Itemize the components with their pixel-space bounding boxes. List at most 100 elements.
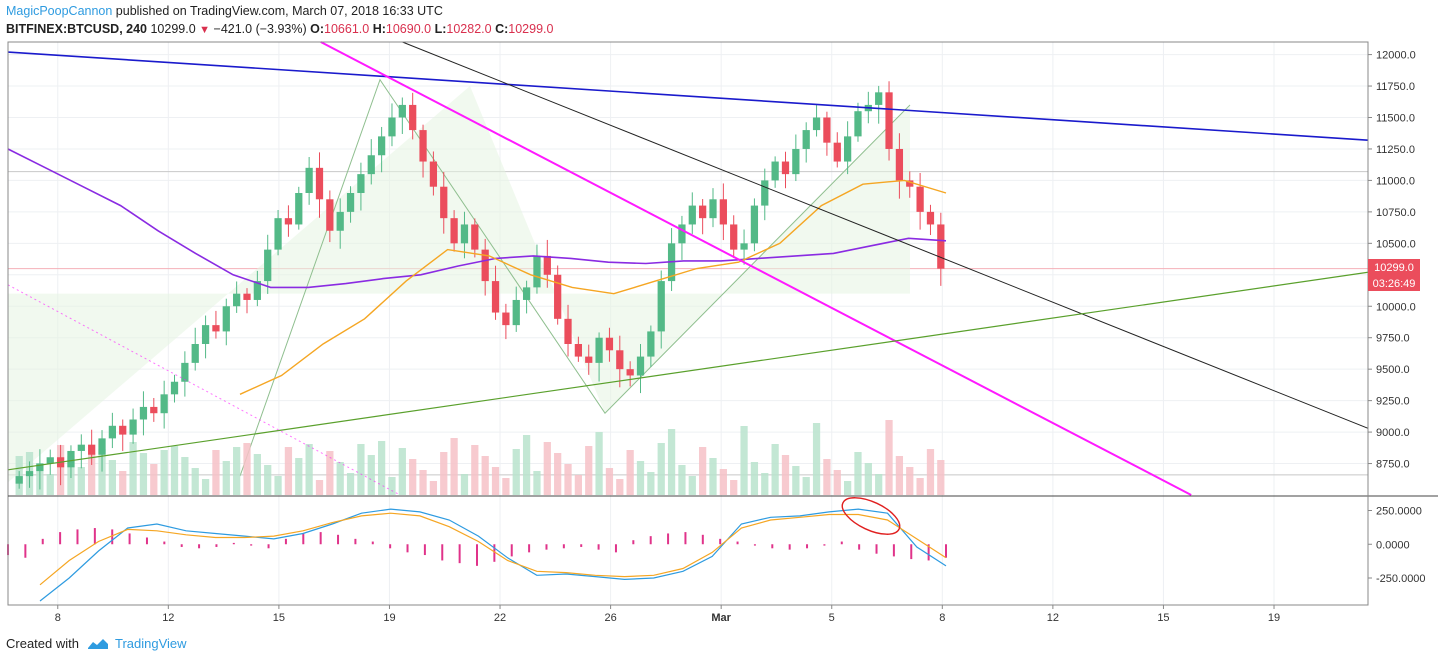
candle-body <box>833 142 841 162</box>
volume-bar <box>88 453 96 495</box>
candle-body <box>533 255 541 288</box>
ma-purple-line <box>7 148 947 289</box>
candle-body <box>574 344 583 357</box>
volume-bar <box>605 468 614 495</box>
volume-bar <box>160 450 168 495</box>
last-price-tag: 10299.0 03:26:49 <box>1368 259 1420 291</box>
author-link[interactable]: MagicPoopCannon <box>6 4 113 18</box>
price-tick-label: 11000.0 <box>1376 175 1415 187</box>
candle-body <box>15 476 23 484</box>
candle-body <box>719 199 727 225</box>
candle-body <box>522 287 531 300</box>
volume-bar <box>284 447 293 495</box>
volume-bar <box>761 473 769 495</box>
candle-body <box>916 186 924 212</box>
volume-bar <box>388 477 396 495</box>
price-tick-label: 10500.0 <box>1376 238 1416 250</box>
time-tick-label: 19 <box>383 612 395 624</box>
down-triangle-icon: ▼ <box>199 24 211 36</box>
volume-bar <box>564 464 572 495</box>
volume-bar <box>46 474 54 495</box>
volume-bar <box>429 481 438 495</box>
tradingview-logo-icon <box>87 638 108 649</box>
candle-body <box>129 419 137 435</box>
volume-bar <box>709 458 717 495</box>
candle-body <box>181 362 189 382</box>
candle-body <box>616 350 624 370</box>
volume-bar <box>833 470 841 495</box>
volume-bar <box>885 420 893 495</box>
candle-body <box>409 104 417 131</box>
pattern-fill <box>8 86 910 483</box>
open-label: O: <box>310 22 325 36</box>
ma-orange-line <box>239 179 947 395</box>
candle-body <box>357 174 365 193</box>
high-label: H: <box>372 22 386 36</box>
published-text: published on TradingView.com, March 07, … <box>112 4 443 18</box>
candle-body <box>481 249 489 282</box>
candle-body <box>377 136 386 156</box>
volume-bar <box>771 444 779 495</box>
volume-bar <box>295 458 303 495</box>
candle-body <box>554 274 562 319</box>
volume-bar <box>253 454 261 495</box>
highlight-ellipse <box>841 497 901 535</box>
signal-line <box>39 512 947 586</box>
symbol-label[interactable]: BITFINEX:BTCUSD, 240 <box>6 22 147 36</box>
volume-bar <box>740 426 748 495</box>
candle-body <box>274 218 282 250</box>
volume-bar <box>471 445 479 495</box>
volume-bar <box>595 432 603 495</box>
volume-bar <box>450 438 458 495</box>
price-tick-label: 10000.0 <box>1376 301 1416 313</box>
trendlines[interactable] <box>7 41 1369 496</box>
footer: Created with TradingView <box>6 636 187 651</box>
volume-bar <box>264 465 272 495</box>
candle-body <box>253 281 261 300</box>
macd-pane <box>7 497 947 602</box>
candle-body <box>98 438 106 455</box>
candle-body <box>388 117 396 137</box>
candle-body <box>823 117 831 143</box>
volume-bar <box>274 476 282 495</box>
volume-bar <box>699 447 707 495</box>
candle-body <box>512 299 520 326</box>
volume-bar <box>170 446 179 495</box>
candle-body <box>440 186 448 219</box>
price-tick-label: 9750.0 <box>1376 333 1410 345</box>
last-price: 10299.0 <box>150 22 196 36</box>
candle-body <box>875 92 883 105</box>
macd-tick-label: 0.0000 <box>1376 539 1410 551</box>
tradingview-link[interactable]: TradingView <box>114 636 187 651</box>
candle-body <box>77 444 85 451</box>
time-tick-label: 8 <box>939 612 945 624</box>
volume-bar <box>181 457 189 495</box>
time-tick-label: 15 <box>1157 612 1169 624</box>
volume-bar <box>491 467 500 495</box>
time-tick-label: 22 <box>494 612 506 624</box>
volume-bars <box>15 420 945 495</box>
volume-bar <box>119 471 127 495</box>
price-tick-label: 9500.0 <box>1376 364 1410 376</box>
volume-bar <box>377 441 386 495</box>
moving-averages <box>7 148 947 395</box>
candle-body <box>119 425 127 435</box>
volume-bar <box>906 467 914 495</box>
price-tick-label: 12000.0 <box>1376 50 1416 62</box>
candle-body <box>264 249 272 282</box>
volume-bar <box>937 460 945 495</box>
candle-body <box>740 243 748 250</box>
volume-bar <box>781 455 790 495</box>
candle-body <box>730 224 738 250</box>
volume-bar <box>305 444 313 495</box>
volume-bar <box>554 453 562 495</box>
volume-bar <box>367 455 375 495</box>
volume-bar <box>719 469 727 495</box>
price-tick-label: 9250.0 <box>1376 396 1410 408</box>
candle-body <box>160 394 168 414</box>
axes: 12000.0 11750.0 11500.0 11250.0 11000.0 10750… <box>7 41 1438 624</box>
volume-bar <box>222 461 230 495</box>
volume-bar <box>657 443 665 495</box>
volume-bar <box>678 465 686 495</box>
